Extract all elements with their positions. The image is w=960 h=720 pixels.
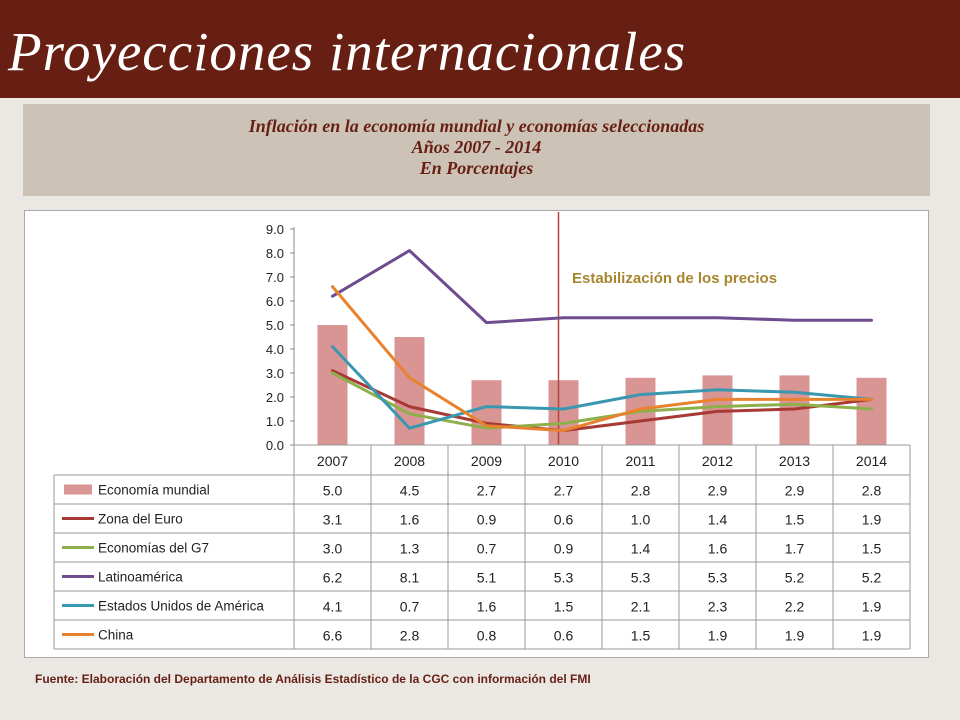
- legend-label: Latinoamérica: [98, 570, 183, 585]
- data-label: 1.6: [708, 541, 728, 557]
- chart-title: Inflación en la economía mundial y econo…: [248, 116, 705, 136]
- data-label: 1.5: [631, 628, 651, 644]
- legend-key: [64, 484, 92, 495]
- data-label: 0.9: [477, 512, 497, 528]
- series-line: [331, 371, 873, 430]
- x-category-label: 2009: [471, 453, 502, 469]
- legend-label: Zona del Euro: [98, 512, 183, 527]
- bar: [317, 325, 348, 445]
- x-category-label: 2012: [702, 453, 733, 469]
- data-label: 1.3: [400, 541, 420, 557]
- x-category-label: 2014: [856, 453, 887, 469]
- data-label: 0.9: [554, 541, 574, 557]
- data-label: 1.9: [708, 628, 728, 644]
- series-line: [331, 249, 873, 325]
- data-label: 0.6: [554, 628, 574, 644]
- x-category-label: 2013: [779, 453, 810, 469]
- series-line: [331, 369, 873, 433]
- data-label: 1.9: [862, 512, 882, 528]
- y-tick-label: 6.0: [266, 294, 284, 309]
- slide-header: Proyecciones internacionales: [0, 0, 960, 98]
- data-label: 0.6: [554, 512, 574, 528]
- data-label: 2.1: [631, 599, 651, 615]
- data-label: 5.3: [631, 570, 651, 586]
- chart-units: En Porcentajes: [419, 158, 534, 178]
- data-label: 1.9: [785, 628, 805, 644]
- series-line: [331, 345, 873, 430]
- x-category-label: 2010: [548, 453, 579, 469]
- y-tick-label: 0.0: [266, 438, 284, 453]
- slide-title: Proyecciones internacionales: [8, 21, 687, 82]
- chart-years: Años 2007 - 2014: [411, 137, 542, 157]
- y-tick-label: 7.0: [266, 270, 284, 285]
- data-label: 6.2: [323, 570, 343, 586]
- data-label: 3.0: [323, 541, 343, 557]
- bar: [548, 380, 579, 445]
- data-label: 2.3: [708, 599, 728, 615]
- data-label: 5.1: [477, 570, 497, 586]
- data-label: 2.9: [785, 483, 805, 499]
- data-label: 8.1: [400, 570, 420, 586]
- data-label: 3.1: [323, 512, 343, 528]
- data-label: 1.6: [400, 512, 420, 528]
- data-label: 1.0: [631, 512, 651, 528]
- legend-label: Economía mundial: [98, 483, 210, 498]
- data-label: 4.1: [323, 599, 343, 615]
- data-label: 5.0: [323, 483, 343, 499]
- data-label: 2.8: [631, 483, 651, 499]
- data-label: 1.5: [785, 512, 805, 528]
- data-label: 5.2: [785, 570, 805, 586]
- data-label: 1.5: [862, 541, 882, 557]
- bar: [856, 377, 887, 445]
- data-label: 2.7: [554, 483, 574, 499]
- chart-subtitle-box: Inflación en la economía mundial y econo…: [23, 104, 930, 196]
- data-label: 2.8: [400, 628, 420, 644]
- y-tick-label: 5.0: [266, 318, 284, 333]
- data-label: 1.4: [708, 512, 728, 528]
- data-label: 4.5: [400, 483, 420, 499]
- data-label: 2.2: [785, 599, 805, 615]
- data-label: 1.7: [785, 541, 805, 557]
- legend-label: Estados Unidos de América: [98, 599, 264, 614]
- source-note: Fuente: Elaboración del Departamento de …: [35, 672, 591, 686]
- data-label: 2.7: [477, 483, 497, 499]
- data-label: 5.3: [708, 570, 728, 586]
- data-label: 1.9: [862, 628, 882, 644]
- data-label: 2.9: [708, 483, 728, 499]
- data-label: 2.8: [862, 483, 882, 499]
- data-label: 1.9: [862, 599, 882, 615]
- x-category-label: 2011: [625, 453, 655, 469]
- data-label: 0.7: [477, 541, 497, 557]
- data-label: 0.8: [477, 628, 497, 644]
- legend-label: Economías del G7: [98, 541, 209, 556]
- data-label: 5.3: [554, 570, 574, 586]
- y-tick-label: 3.0: [266, 366, 284, 381]
- x-category-label: 2007: [317, 453, 348, 469]
- y-tick-label: 4.0: [266, 342, 284, 357]
- x-category-label: 2008: [394, 453, 425, 469]
- y-tick-label: 9.0: [266, 222, 284, 237]
- data-label: 1.5: [554, 599, 574, 615]
- data-label: 0.7: [400, 599, 420, 615]
- y-tick-label: 8.0: [266, 246, 284, 261]
- annotation-text: Estabilización de los precios: [572, 270, 777, 287]
- data-label: 6.6: [323, 628, 343, 644]
- y-tick-label: 2.0: [266, 390, 284, 405]
- data-label: 1.4: [631, 541, 651, 557]
- bar: [471, 380, 502, 445]
- y-tick-label: 1.0: [266, 414, 284, 429]
- legend-label: China: [98, 628, 134, 643]
- series-line: [331, 285, 873, 433]
- data-label: 5.2: [862, 570, 882, 586]
- data-label: 1.6: [477, 599, 497, 615]
